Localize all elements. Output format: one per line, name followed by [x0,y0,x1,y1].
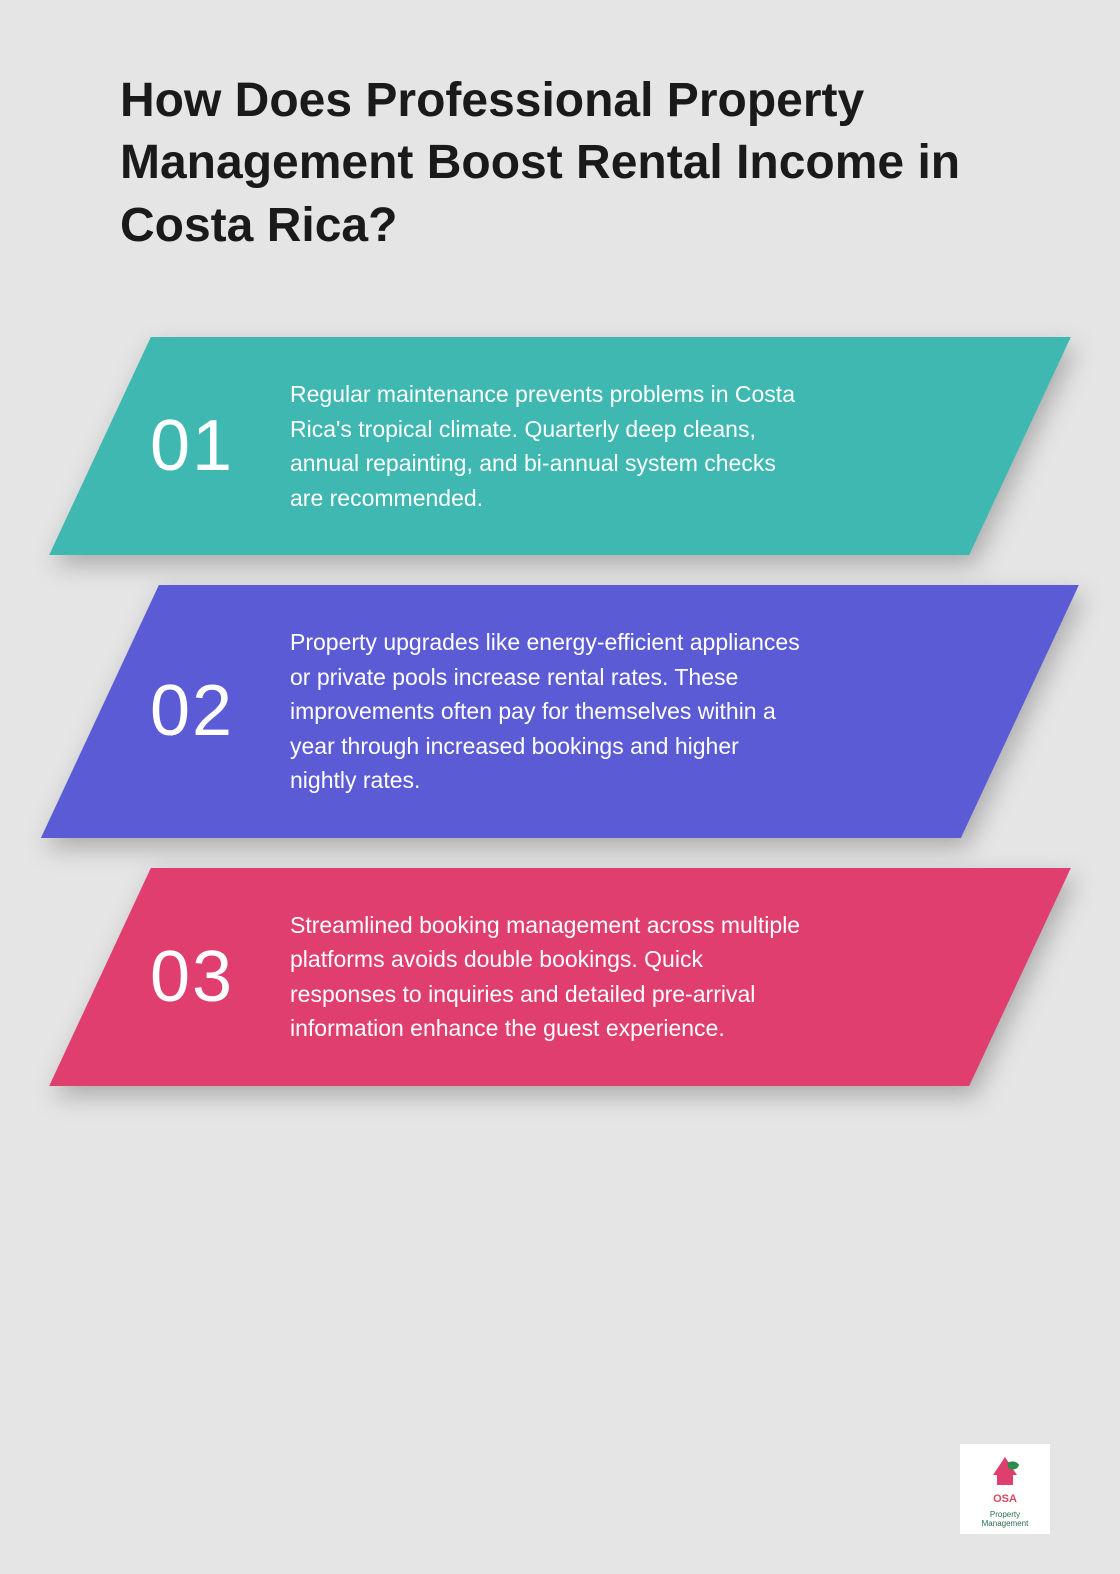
logo-box: OSA Property Management [960,1444,1050,1534]
card-number-03: 03 [150,936,260,1018]
logo-subtext: Property Management [968,1511,1042,1529]
card-number-01: 01 [150,405,260,487]
card-text-03: Streamlined booking management across mu… [290,908,810,1046]
card-03: 03 Streamlined booking management across… [100,868,1020,1086]
cards-container: 01 Regular maintenance prevents problems… [80,337,1040,1086]
logo-brand-name: OSA [993,1493,1017,1505]
card-02: 02 Property upgrades like energy-efficie… [100,585,1020,838]
card-text-02: Property upgrades like energy-efficient … [290,625,810,798]
logo-brand-text: OSA [993,1489,1017,1507]
logo-icon [985,1449,1025,1489]
card-text-01: Regular maintenance prevents problems in… [290,377,810,515]
page-title: How Does Professional Property Managemen… [80,70,1040,257]
card-01: 01 Regular maintenance prevents problems… [100,337,1020,555]
card-number-02: 02 [150,670,260,752]
